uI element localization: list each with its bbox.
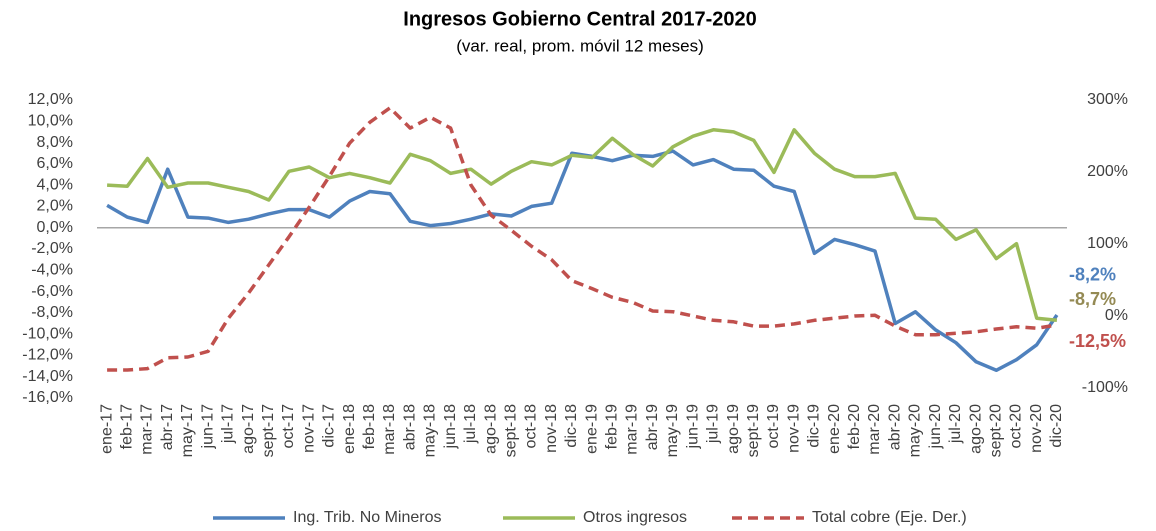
- y-tick-label: -8,0%: [31, 304, 73, 321]
- x-tick-label: sept-18: [502, 404, 519, 457]
- x-tick-label: mar-17: [139, 404, 156, 455]
- x-tick-label: may-19: [664, 404, 681, 457]
- legend-label: Ing. Trib. No Mineros: [293, 509, 442, 526]
- x-tick-label: ene-17: [98, 404, 115, 454]
- x-tick-label: dic-20: [1048, 404, 1065, 448]
- x-tick-label: ago-18: [482, 404, 499, 454]
- y2-tick-label: -100%: [1082, 379, 1128, 396]
- x-tick-label: mar-20: [866, 404, 883, 455]
- y2-tick-label: 200%: [1087, 163, 1128, 180]
- x-tick-label: jul-18: [462, 404, 479, 444]
- x-tick-label: mar-19: [624, 404, 641, 455]
- x-tick-label: sept-17: [260, 404, 277, 457]
- y-tick-label: -2,0%: [31, 240, 73, 257]
- x-tick-label: nov-19: [785, 404, 802, 453]
- x-tick-label: nov-18: [543, 404, 560, 453]
- chart-subtitle: (var. real, prom. móvil 12 meses): [456, 36, 704, 55]
- x-tick-label: feb-19: [604, 404, 621, 449]
- data-label: -8,7%: [1069, 289, 1116, 309]
- x-tick-label: sept-20: [987, 404, 1004, 457]
- y-tick-label: 2,0%: [37, 198, 73, 215]
- chart-title: Ingresos Gobierno Central 2017-2020: [403, 8, 756, 30]
- y-tick-label: 8,0%: [37, 134, 73, 151]
- y-tick-label: 10,0%: [28, 113, 73, 130]
- x-tick-label: feb-17: [119, 404, 136, 449]
- x-tick-label: ago-20: [967, 404, 984, 454]
- series-line: [107, 106, 1058, 372]
- x-tick-label: jun-17: [199, 404, 216, 450]
- y2-tick-label: 0%: [1105, 307, 1128, 324]
- x-tick-label: ago-17: [240, 404, 257, 454]
- x-tick-label: ago-19: [725, 404, 742, 454]
- x-tick-label: nov-17: [300, 404, 317, 453]
- x-tick-label: dic-19: [806, 404, 823, 448]
- y-tick-label: -16,0%: [22, 389, 73, 406]
- y2-tick-label: 300%: [1087, 91, 1128, 108]
- x-tick-label: ene-19: [583, 404, 600, 454]
- x-tick-label: jul-19: [705, 404, 722, 444]
- x-tick-label: dic-18: [563, 404, 580, 448]
- x-tick-label: oct-20: [1008, 404, 1025, 449]
- x-tick-label: jun-18: [442, 404, 459, 450]
- x-tick-label: abr-17: [159, 404, 176, 450]
- x-tick-label: nov-20: [1028, 404, 1045, 453]
- y-tick-label: 12,0%: [28, 91, 73, 108]
- legend-label: Total cobre (Eje. Der.): [812, 509, 967, 526]
- x-tick-label: jul-20: [947, 404, 964, 444]
- x-tick-label: oct-19: [765, 404, 782, 449]
- data-label: -8,2%: [1069, 265, 1116, 285]
- series-line: [106, 149, 1059, 373]
- data-label: -12,5%: [1069, 331, 1126, 351]
- x-tick-label: jul-17: [220, 404, 237, 444]
- y2-tick-label: 100%: [1087, 235, 1128, 252]
- y-tick-label: 0,0%: [37, 219, 73, 236]
- x-tick-label: may-20: [907, 404, 924, 457]
- x-tick-label: jun-19: [684, 404, 701, 450]
- y-tick-label: -10,0%: [22, 325, 73, 342]
- x-tick-label: ene-20: [826, 404, 843, 454]
- x-tick-label: may-17: [179, 404, 196, 457]
- series-line: [107, 128, 1058, 323]
- y-tick-label: -14,0%: [22, 368, 73, 385]
- x-tick-label: sept-19: [745, 404, 762, 457]
- y-tick-label: -6,0%: [31, 283, 73, 300]
- x-tick-label: oct-17: [280, 404, 297, 449]
- x-tick-label: feb-20: [846, 404, 863, 449]
- y-tick-label: 6,0%: [37, 155, 73, 172]
- x-tick-label: abr-19: [644, 404, 661, 450]
- x-tick-label: mar-18: [381, 404, 398, 455]
- x-tick-label: abr-20: [886, 404, 903, 450]
- y-tick-label: -12,0%: [22, 347, 73, 364]
- x-tick-label: ene-18: [341, 404, 358, 454]
- x-tick-label: abr-18: [401, 404, 418, 450]
- legend-label: Otros ingresos: [583, 509, 687, 526]
- x-tick-label: feb-18: [361, 404, 378, 449]
- x-tick-label: jun-20: [927, 404, 944, 450]
- x-tick-label: dic-17: [321, 404, 338, 448]
- y-tick-label: 4,0%: [37, 176, 73, 193]
- y-tick-label: -4,0%: [31, 262, 73, 279]
- x-tick-label: may-18: [422, 404, 439, 457]
- x-tick-label: oct-18: [523, 404, 540, 449]
